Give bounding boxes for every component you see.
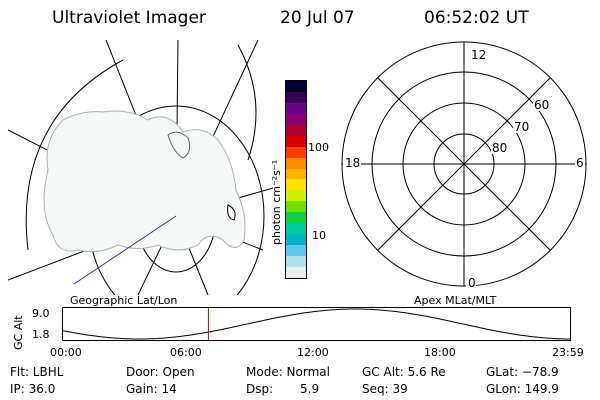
status-flt: Flt: LBHL xyxy=(10,365,64,379)
status-dsp-label: Dsp: xyxy=(246,382,274,396)
altitude-curve xyxy=(62,308,571,340)
lat-label-70: 70 xyxy=(514,120,529,134)
altitude-ytick-max: 9.0 xyxy=(32,307,50,320)
colorbar xyxy=(285,80,307,279)
xtick-1800: 18:00 xyxy=(424,346,456,359)
colorbar-swatch xyxy=(286,201,306,213)
colorbar-swatch xyxy=(286,157,306,169)
app-title: Ultraviolet Imager xyxy=(52,8,206,28)
apex-panel-label: Apex MLat/MLT xyxy=(414,294,497,307)
polar-plot: 12 18 6 0 60 70 80 xyxy=(341,41,587,290)
status-ip: IP: 36.0 xyxy=(10,382,56,396)
colorbar-swatch xyxy=(286,212,306,224)
altitude-ylabel: GC Alt xyxy=(12,315,25,350)
altitude-ytick-min: 1.8 xyxy=(32,328,50,341)
colorbar-swatch xyxy=(286,190,306,202)
geographic-panel-label: Geographic Lat/Lon xyxy=(70,294,178,307)
status-glat: GLat: −78.9 xyxy=(486,365,559,379)
altitude-plot-frame xyxy=(62,307,571,341)
mlt-label-6: 6 xyxy=(576,156,584,170)
lat-label-60: 60 xyxy=(534,98,549,112)
colorbar-swatch xyxy=(286,81,306,92)
mlt-label-0: 0 xyxy=(468,276,476,290)
lat-label-80: 80 xyxy=(492,141,507,155)
coastline-outline xyxy=(43,110,246,253)
status-gain: Gain: 14 xyxy=(126,382,177,396)
colorbar-swatch xyxy=(286,146,306,158)
status-gc-alt: GC Alt: 5.6 Re xyxy=(362,365,446,379)
colorbar-swatch xyxy=(286,245,306,256)
xtick-1200: 12:00 xyxy=(297,346,329,359)
colorbar-swatch xyxy=(286,124,306,136)
mlt-label-12: 12 xyxy=(471,48,486,62)
satellite-track-line xyxy=(73,215,177,285)
colorbar-swatch xyxy=(286,135,306,147)
colorbar-swatch xyxy=(286,256,306,267)
xtick-0000: 00:00 xyxy=(50,346,82,359)
time-label: 06:52:02 UT xyxy=(424,8,529,28)
status-dsp-value: 5.9 xyxy=(300,382,320,396)
colorbar-unit-label: photon cm⁻²s⁻¹ xyxy=(270,159,283,245)
xtick-0600: 06:00 xyxy=(170,346,202,359)
polar-diagonal xyxy=(377,77,551,251)
date-label: 20 Jul 07 xyxy=(280,8,355,28)
colorbar-swatch xyxy=(286,168,306,180)
geographic-map xyxy=(8,40,273,295)
lat-arc-right xyxy=(237,44,257,161)
status-mode: Mode: Normal xyxy=(246,365,330,379)
altitude-plot xyxy=(62,307,571,341)
colorbar-swatch xyxy=(286,91,306,103)
status-glon: GLon: 149.9 xyxy=(486,382,559,396)
status-door: Door: Open xyxy=(126,365,195,379)
mlt-label-18: 18 xyxy=(345,156,360,170)
coast-feature xyxy=(227,204,236,221)
lat-arc-outer xyxy=(25,59,124,251)
status-seq: Seq: 39 xyxy=(362,382,408,396)
colorbar-tick-100: 100 xyxy=(308,141,329,154)
colorbar-swatch xyxy=(286,234,306,246)
colorbar-swatch xyxy=(286,113,306,125)
colorbar-swatch xyxy=(286,223,306,235)
colorbar-swatch xyxy=(286,179,306,191)
coast-feature xyxy=(167,131,191,159)
colorbar-swatch xyxy=(286,266,306,278)
colorbar-tick-10: 10 xyxy=(312,229,326,242)
xtick-2359: 23:59 xyxy=(552,346,584,359)
colorbar-swatch xyxy=(286,102,306,114)
